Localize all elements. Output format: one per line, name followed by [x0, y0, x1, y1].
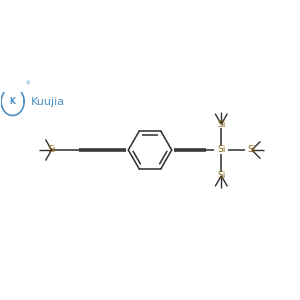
Text: Si: Si [217, 146, 225, 154]
Text: ®: ® [25, 82, 30, 87]
Text: Si: Si [217, 171, 225, 180]
Text: Kuujia: Kuujia [31, 97, 65, 106]
Text: Si: Si [47, 146, 56, 154]
Text: Si: Si [248, 146, 256, 154]
Text: Si: Si [217, 120, 225, 129]
Text: K: K [10, 97, 16, 106]
